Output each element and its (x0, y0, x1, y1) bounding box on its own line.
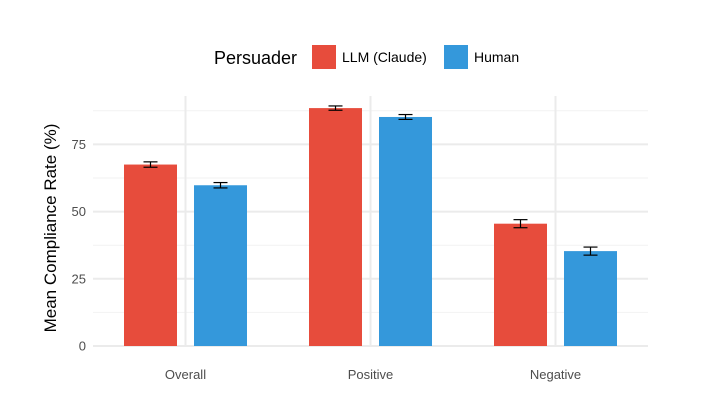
legend-label: LLM (Claude) (342, 49, 427, 65)
y-axis-title: Mean Compliance Rate (%) (41, 124, 60, 333)
bar-llm-claude-overall (124, 164, 177, 346)
y-tick-label: 25 (72, 271, 86, 286)
bar-human-negative (564, 251, 617, 346)
y-tick-label: 50 (72, 204, 86, 219)
x-tick-label-overall: Overall (165, 367, 206, 382)
x-tick-label-negative: Negative (530, 367, 581, 382)
bar-llm-claude-positive (309, 108, 362, 346)
x-tick-label-positive: Positive (348, 367, 394, 382)
plot-area: 0 25 50 75 Overall Positive Negative (72, 96, 648, 382)
legend: Persuader LLM (Claude) Human (214, 45, 519, 69)
bar-human-positive (379, 116, 432, 346)
y-tick-label: 75 (72, 137, 86, 152)
legend-swatch (444, 45, 468, 69)
y-tick-label: 0 (79, 339, 86, 354)
legend-swatch (312, 45, 336, 69)
legend-label: Human (474, 49, 519, 65)
legend-title: Persuader (214, 48, 297, 68)
bar-llm-claude-negative (494, 223, 547, 346)
bar-human-overall (194, 185, 247, 346)
